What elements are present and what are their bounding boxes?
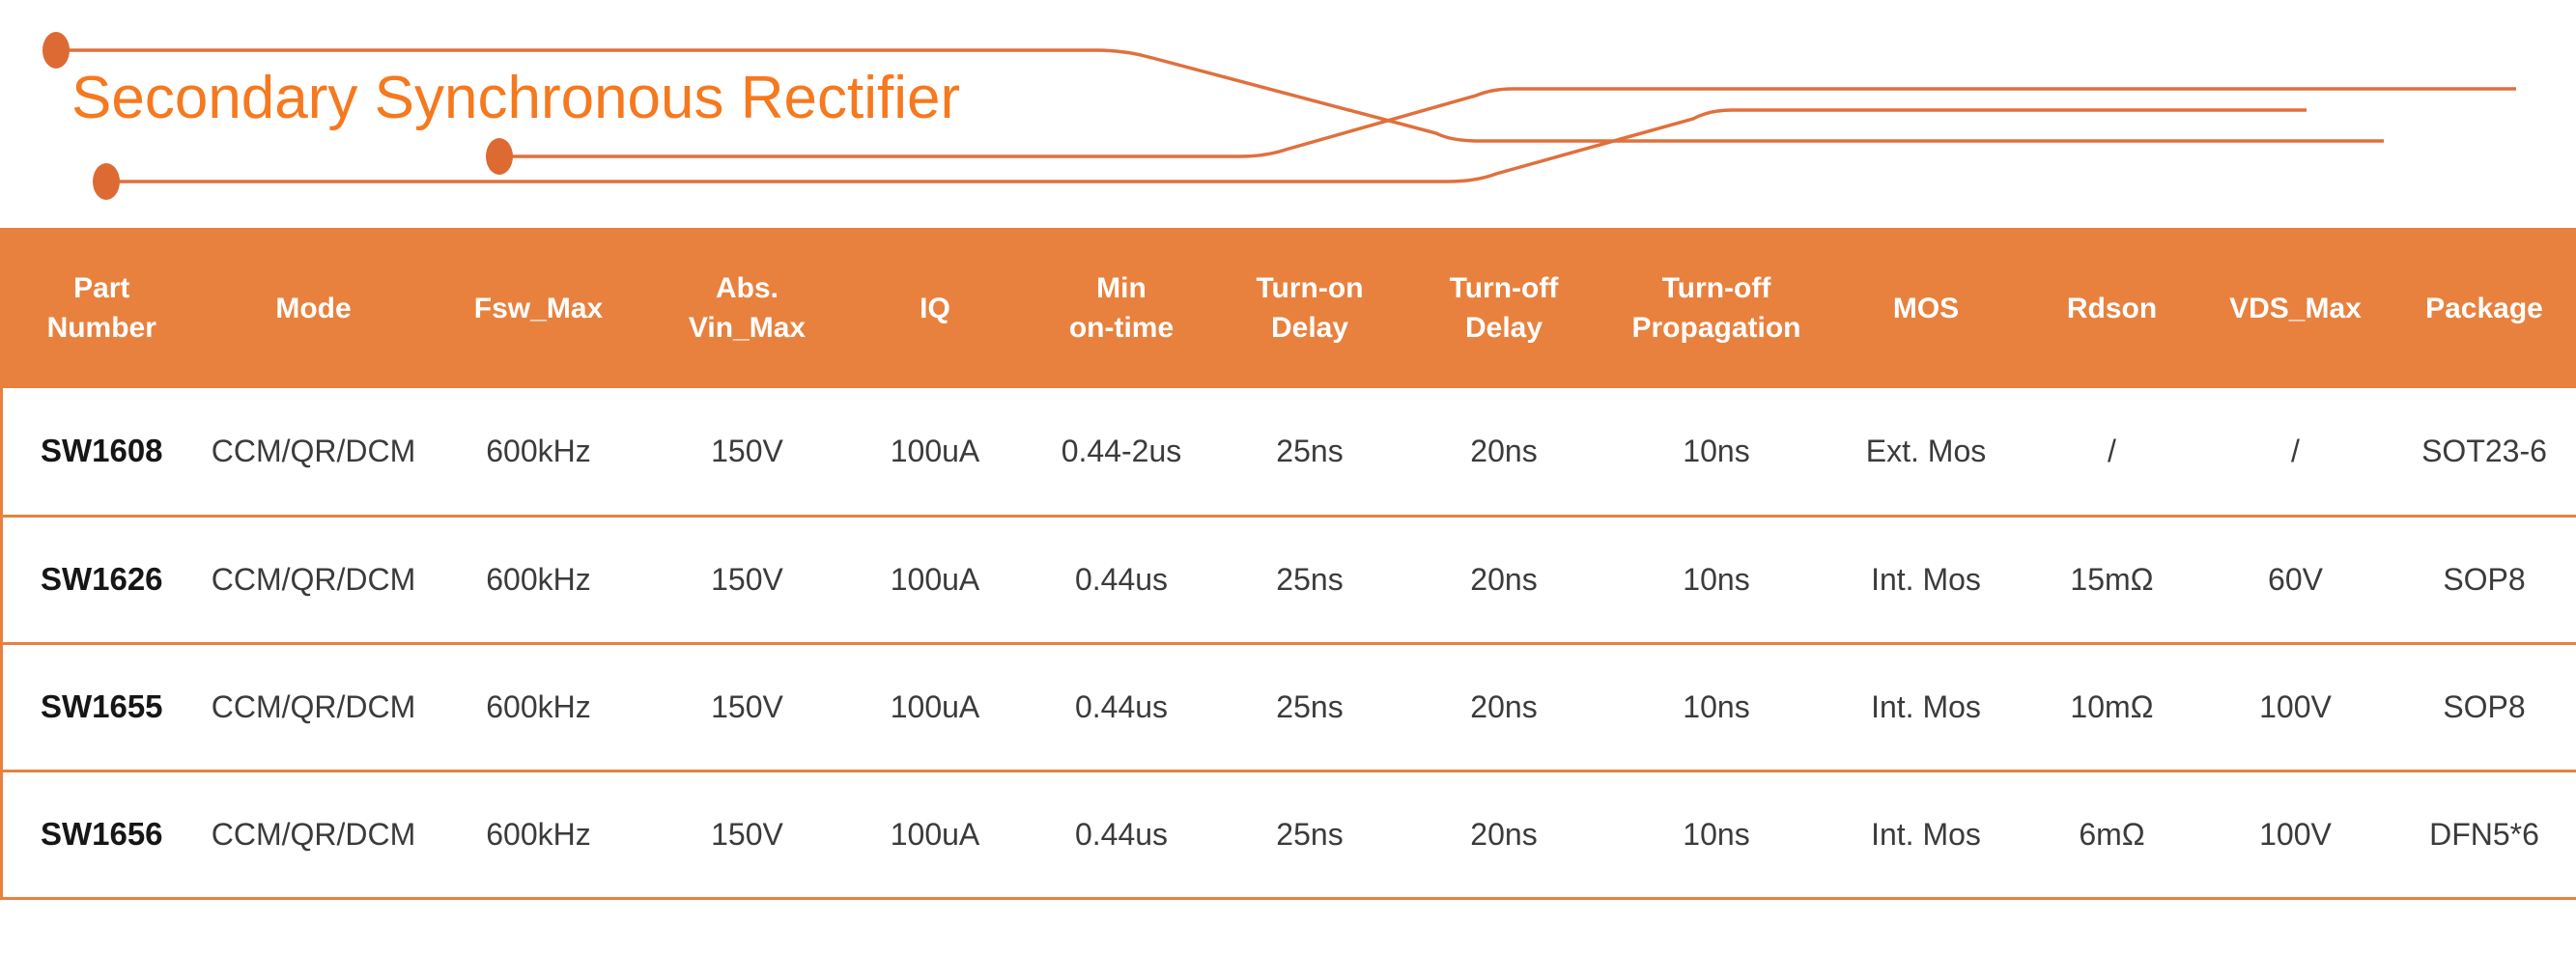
column-header-mos: MOS xyxy=(1827,228,2024,388)
cell-fsw-max: 600kHz xyxy=(426,641,651,771)
spec-table: Part Number Mode Fsw_Max Abs. Vin_Max IQ Min … xyxy=(0,228,2576,900)
column-header-fsw-max: Fsw_Max xyxy=(426,228,651,388)
cell-min-on-time: 0.44us xyxy=(1026,514,1217,643)
cell-mos: Ext. Mos xyxy=(1827,388,2024,516)
cell-mode: CCM/QR/DCM xyxy=(200,514,427,643)
cell-min-on-time: 0.44us xyxy=(1026,641,1217,771)
decorative-dot-2 xyxy=(486,138,513,175)
column-header-part-number: Part Number xyxy=(1,228,201,388)
cell-abs-vin-max: 150V xyxy=(650,641,844,771)
cell-rdson: 10mΩ xyxy=(2024,641,2200,771)
spec-table-header: Part Number Mode Fsw_Max Abs. Vin_Max IQ Min … xyxy=(1,228,2576,388)
column-header-turn-off-delay: Turn-off Delay xyxy=(1402,228,1605,388)
cell-turn-on-delay: 25ns xyxy=(1216,769,1403,898)
cell-vds-max: / xyxy=(2199,388,2392,516)
cell-package: SOP8 xyxy=(2391,641,2576,771)
column-header-package: Package xyxy=(2391,228,2576,388)
cell-turn-on-delay: 25ns xyxy=(1216,641,1403,771)
cell-iq: 100uA xyxy=(843,641,1027,771)
cell-iq: 100uA xyxy=(843,388,1027,516)
cell-min-on-time: 0.44-2us xyxy=(1026,388,1217,516)
cell-turn-off-propagation: 10ns xyxy=(1604,388,1828,516)
part-number-cell: SW1655 xyxy=(1,641,201,771)
column-header-abs-vin-max: Abs. Vin_Max xyxy=(650,228,844,388)
decorative-line-1 xyxy=(68,48,2384,143)
cell-vds-max: 100V xyxy=(2199,769,2392,898)
cell-turn-off-propagation: 10ns xyxy=(1604,514,1828,643)
column-header-rdson: Rdson xyxy=(2024,228,2200,388)
part-number-cell: SW1656 xyxy=(1,769,201,898)
column-header-iq: IQ xyxy=(843,228,1027,388)
cell-turn-off-delay: 20ns xyxy=(1402,388,1605,516)
header-row: Part Number Mode Fsw_Max Abs. Vin_Max IQ Min … xyxy=(1,228,2576,388)
column-header-min-on-time: Min on-time xyxy=(1026,228,1217,388)
cell-fsw-max: 600kHz xyxy=(426,388,651,516)
cell-vds-max: 60V xyxy=(2199,514,2392,643)
decorative-circuit-lines xyxy=(42,32,2516,200)
cell-mode: CCM/QR/DCM xyxy=(200,641,427,771)
hero-section: Secondary Synchronous Rectifier xyxy=(0,0,2576,228)
cell-mos: Int. Mos xyxy=(1827,641,2024,771)
decorative-dot-3 xyxy=(93,163,120,200)
cell-turn-on-delay: 25ns xyxy=(1216,514,1403,643)
spec-table-body: SW1608 CCM/QR/DCM 600kHz 150V 100uA 0.44-2us 2… xyxy=(1,388,2576,898)
cell-mos: Int. Mos xyxy=(1827,514,2024,643)
cell-rdson: 15mΩ xyxy=(2024,514,2200,643)
cell-abs-vin-max: 150V xyxy=(650,769,844,898)
decorative-line-3 xyxy=(118,108,2307,183)
decorative-dot-1 xyxy=(42,32,70,69)
cell-mos: Int. Mos xyxy=(1827,769,2024,898)
cell-turn-off-delay: 20ns xyxy=(1402,514,1605,643)
table-row-sw1655: SW1655 CCM/QR/DCM 600kHz 150V 100uA 0.44us 25n… xyxy=(1,641,2576,771)
cell-turn-off-delay: 20ns xyxy=(1402,641,1605,771)
cell-iq: 100uA xyxy=(843,514,1027,643)
cell-turn-off-propagation: 10ns xyxy=(1604,641,1828,771)
table-row-sw1626: SW1626 CCM/QR/DCM 600kHz 150V 100uA 0.44us 25n… xyxy=(1,514,2576,643)
column-header-mode: Mode xyxy=(200,228,427,388)
part-number-cell: SW1608 xyxy=(1,388,201,516)
table-row-sw1608: SW1608 CCM/QR/DCM 600kHz 150V 100uA 0.44-2us 2… xyxy=(1,388,2576,516)
cell-package: SOP8 xyxy=(2391,514,2576,643)
cell-vds-max: 100V xyxy=(2199,641,2392,771)
cell-turn-off-propagation: 10ns xyxy=(1604,769,1828,898)
page-title: Secondary Synchronous Rectifier xyxy=(71,65,961,131)
cell-rdson: 6mΩ xyxy=(2024,769,2200,898)
cell-package: DFN5*6 xyxy=(2391,769,2576,898)
cell-turn-on-delay: 25ns xyxy=(1216,388,1403,516)
decorative-line-2 xyxy=(512,87,2516,158)
cell-fsw-max: 600kHz xyxy=(426,514,651,643)
cell-turn-off-delay: 20ns xyxy=(1402,769,1605,898)
cell-rdson: / xyxy=(2024,388,2200,516)
cell-package: SOT23-6 xyxy=(2391,388,2576,516)
part-number-cell: SW1626 xyxy=(1,514,201,643)
column-header-turn-on-delay: Turn-on Delay xyxy=(1216,228,1403,388)
column-header-vds-max: VDS_Max xyxy=(2199,228,2392,388)
cell-abs-vin-max: 150V xyxy=(650,388,844,516)
column-header-turn-off-propagation: Turn-off Propagation xyxy=(1604,228,1828,388)
table-row-sw1656: SW1656 CCM/QR/DCM 600kHz 150V 100uA 0.44us 25n… xyxy=(1,769,2576,898)
cell-min-on-time: 0.44us xyxy=(1026,769,1217,898)
cell-abs-vin-max: 150V xyxy=(650,514,844,643)
cell-mode: CCM/QR/DCM xyxy=(200,388,427,516)
cell-mode: CCM/QR/DCM xyxy=(200,769,427,898)
cell-fsw-max: 600kHz xyxy=(426,769,651,898)
cell-iq: 100uA xyxy=(843,769,1027,898)
